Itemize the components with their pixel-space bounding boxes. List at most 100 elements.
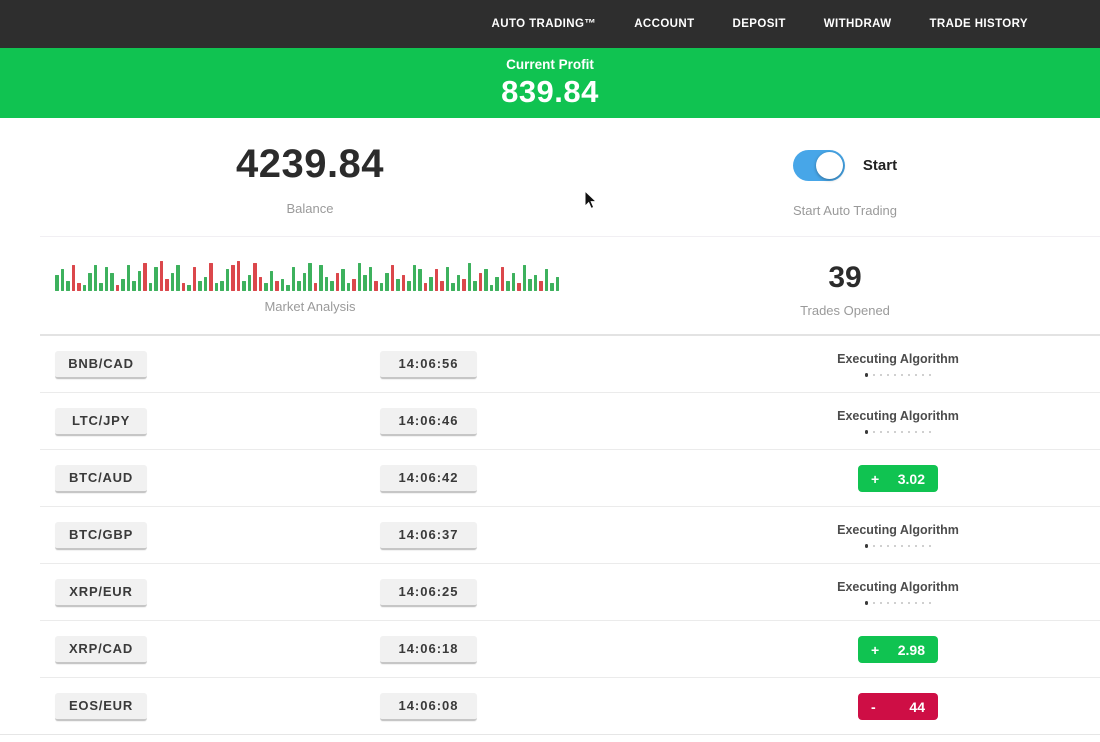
progress-dot xyxy=(864,373,869,377)
trade-row: LTC/JPY 14:06:46 Executing Algorithm xyxy=(0,393,1100,450)
market-bar xyxy=(170,273,174,291)
progress-dot xyxy=(879,544,883,548)
market-bar xyxy=(390,265,394,291)
market-bar xyxy=(104,267,108,291)
progress-dot xyxy=(864,544,869,548)
market-bar xyxy=(489,285,493,291)
progress-dot xyxy=(928,430,932,434)
market-bar xyxy=(137,271,141,291)
top-nav: AUTO TRADING™ ACCOUNT DEPOSIT WITHDRAW T… xyxy=(0,0,1100,48)
toggle-state-label: Start xyxy=(862,157,898,174)
progress-dot xyxy=(872,544,876,548)
market-bar xyxy=(324,277,328,291)
market-bar xyxy=(110,273,114,291)
market-bar xyxy=(319,265,323,291)
trade-row: BTC/GBP 14:06:37 Executing Algorithm xyxy=(0,507,1100,564)
market-bar xyxy=(313,283,317,291)
market-bar xyxy=(407,281,411,291)
current-profit-value: 839.84 xyxy=(501,73,599,109)
market-bar xyxy=(209,263,213,291)
market-bar xyxy=(132,281,136,291)
trade-row: EOS/EUR 14:06:08 - 44 xyxy=(0,678,1100,735)
progress-dot xyxy=(928,601,932,605)
progress-dot xyxy=(872,430,876,434)
market-bar xyxy=(341,269,345,291)
progress-dot xyxy=(900,373,904,377)
progress-dot xyxy=(864,601,869,605)
market-bar xyxy=(176,265,180,291)
trade-pair-badge: BTC/AUD xyxy=(55,464,147,493)
nav-item-auto-trading[interactable]: AUTO TRADING™ xyxy=(491,18,597,30)
trade-pair-badge: XRP/CAD xyxy=(55,635,147,664)
market-analysis-label: Market Analysis xyxy=(264,299,356,314)
progress-dot xyxy=(872,601,876,605)
market-bar xyxy=(352,279,356,291)
market-bar xyxy=(412,265,416,291)
market-bar xyxy=(71,265,75,291)
auto-trading-toggle[interactable] xyxy=(792,150,845,181)
market-bar xyxy=(396,279,400,291)
market-bar xyxy=(522,265,526,291)
market-bar xyxy=(330,281,334,291)
executing-progress-dots xyxy=(864,544,932,548)
market-bar xyxy=(550,283,554,291)
progress-dot xyxy=(900,430,904,434)
trade-pair-badge: XRP/EUR xyxy=(55,578,147,607)
market-bar xyxy=(99,283,103,291)
market-bar xyxy=(434,269,438,291)
market-bar xyxy=(77,283,81,291)
market-bar xyxy=(379,283,383,291)
progress-dot xyxy=(914,373,918,377)
market-bar xyxy=(88,273,92,291)
market-bar xyxy=(198,281,202,291)
progress-dot xyxy=(893,373,897,377)
executing-progress-dots xyxy=(864,430,932,434)
market-bar xyxy=(286,285,290,291)
current-profit-label: Current Profit xyxy=(506,56,594,72)
progress-dot xyxy=(907,430,911,434)
market-bar xyxy=(247,275,251,291)
market-bar xyxy=(533,275,537,291)
progress-dot xyxy=(907,601,911,605)
executing-algorithm-label: Executing Algorithm xyxy=(837,523,959,538)
current-profit-banner: Current Profit 839.84 xyxy=(0,48,1100,118)
trade-time-badge: 14:06:56 xyxy=(380,350,477,379)
trade-pair-badge: BNB/CAD xyxy=(55,350,147,379)
trades-opened-value: 39 xyxy=(828,261,862,294)
progress-dot xyxy=(886,373,890,377)
trade-row: XRP/EUR 14:06:25 Executing Algorithm xyxy=(0,564,1100,621)
market-bar xyxy=(187,285,191,291)
executing-progress-dots xyxy=(864,373,932,377)
nav-item-withdraw[interactable]: WITHDRAW xyxy=(823,18,892,30)
nav-item-deposit[interactable]: DEPOSIT xyxy=(732,18,786,30)
result-sign: - xyxy=(871,698,876,715)
trade-pair-badge: EOS/EUR xyxy=(55,692,147,721)
trade-pair-badge: BTC/GBP xyxy=(55,521,147,550)
progress-dot xyxy=(872,373,876,377)
market-bar xyxy=(231,265,235,291)
market-bar xyxy=(203,277,207,291)
progress-dot xyxy=(914,430,918,434)
progress-dot xyxy=(893,601,897,605)
nav-item-trade-history[interactable]: TRADE HISTORY xyxy=(929,18,1028,30)
balance-value: 4239.84 xyxy=(235,142,385,186)
trade-pair-badge: LTC/JPY xyxy=(55,407,147,436)
market-bar xyxy=(242,281,246,291)
balance-label: Balance xyxy=(286,201,334,216)
market-bar xyxy=(418,269,422,291)
progress-dot xyxy=(879,373,883,377)
market-bar xyxy=(192,267,196,291)
progress-dot xyxy=(921,544,925,548)
market-bar xyxy=(462,279,466,291)
progress-dot xyxy=(921,430,925,434)
market-bar xyxy=(264,283,268,291)
trade-time-badge: 14:06:37 xyxy=(380,521,477,550)
market-bar xyxy=(506,281,510,291)
progress-dot xyxy=(921,373,925,377)
progress-dot xyxy=(886,430,890,434)
market-bar xyxy=(302,273,306,291)
progress-dot xyxy=(879,430,883,434)
executing-progress-dots xyxy=(864,601,932,605)
progress-dot xyxy=(879,601,883,605)
nav-item-account[interactable]: ACCOUNT xyxy=(634,18,695,30)
